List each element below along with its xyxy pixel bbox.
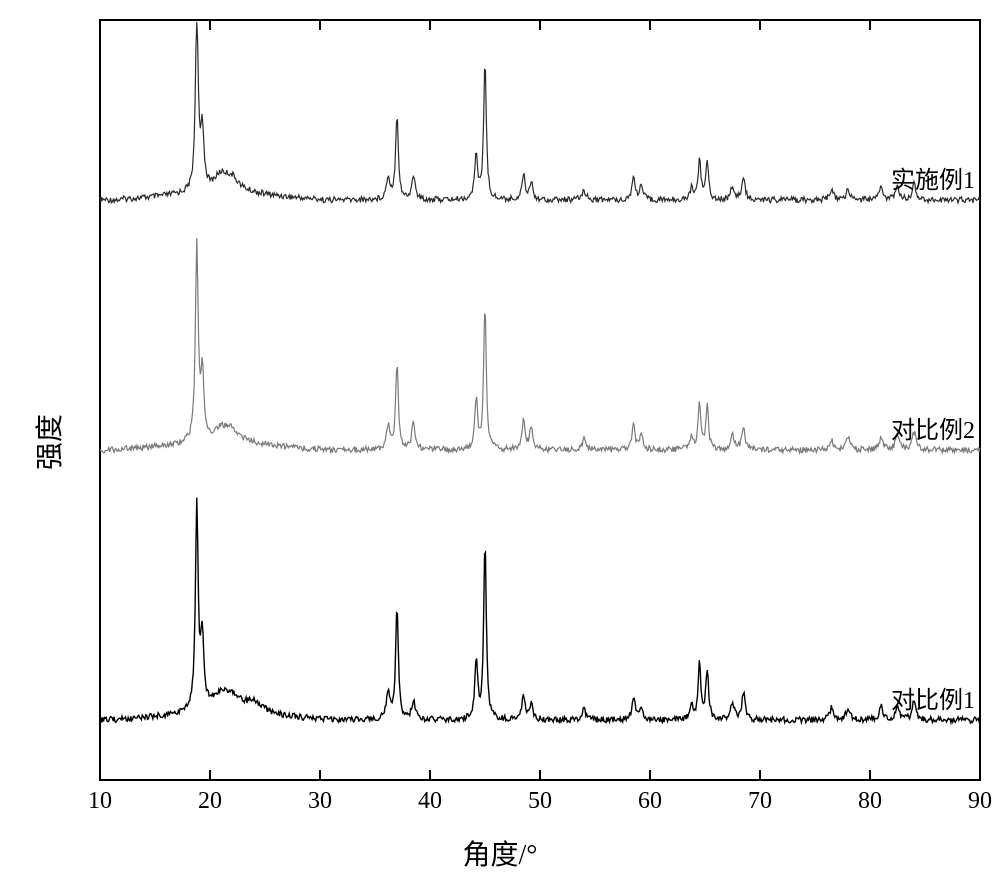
x-tick-label: 80 <box>858 788 882 815</box>
x-tick-label: 90 <box>968 788 992 815</box>
series-label: 对比例2 <box>891 410 975 445</box>
xrd-chart <box>0 0 1000 883</box>
x-axis-label: 角度/° <box>463 833 538 873</box>
series-label: 对比例1 <box>891 680 975 715</box>
series-实施例1 <box>100 22 980 203</box>
x-tick-label: 10 <box>88 788 112 815</box>
series-对比例1 <box>100 498 980 723</box>
x-tick-label: 50 <box>528 788 552 815</box>
x-tick-label: 60 <box>638 788 662 815</box>
x-tick-label: 40 <box>418 788 442 815</box>
series-label: 实施例1 <box>891 160 975 195</box>
series-对比例2 <box>100 238 980 453</box>
plot-frame <box>100 20 980 780</box>
x-tick-label: 30 <box>308 788 332 815</box>
x-tick-label: 70 <box>748 788 772 815</box>
x-tick-label: 20 <box>198 788 222 815</box>
y-axis-label: 强度 <box>28 413 68 469</box>
